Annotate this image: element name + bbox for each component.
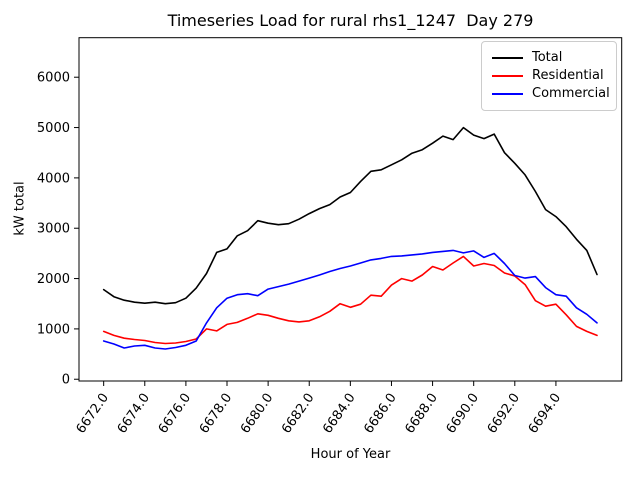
legend-label-total: Total <box>532 50 563 65</box>
x-tick-label: 6678.0 <box>197 391 235 437</box>
x-tick-label: 6688.0 <box>402 391 440 437</box>
legend-label-residential: Residential <box>532 68 604 83</box>
x-tick-label: 6690.0 <box>444 391 482 437</box>
legend-entry-commercial: Commercial <box>492 85 612 103</box>
x-tick-label: 6680.0 <box>238 391 276 437</box>
y-tick-label: 1000 <box>37 322 70 337</box>
legend-entry-residential: Residential <box>492 67 612 85</box>
y-axis-label: kW total <box>12 181 28 236</box>
x-tick-label: 6676.0 <box>156 391 194 437</box>
x-axis-label: Hour of Year <box>310 447 391 462</box>
y-tick-label: 2000 <box>37 272 70 287</box>
x-tick-label: 6692.0 <box>485 391 523 437</box>
y-tick-label: 3000 <box>37 222 70 237</box>
chart-title: Timeseries Load for rural rhs1_1247 Day … <box>167 11 534 30</box>
x-tick-label: 6684.0 <box>320 391 358 437</box>
x-tick-label: 6674.0 <box>115 391 153 437</box>
y-tick-label: 6000 <box>37 71 70 86</box>
legend: Total Residential Commercial <box>481 41 617 111</box>
y-tick-label: 5000 <box>37 121 70 136</box>
commercial-line-swatch <box>492 93 523 95</box>
x-tick-label: 6672.0 <box>74 391 112 437</box>
x-tick-label: 6682.0 <box>279 391 317 437</box>
x-tick-label: 6694.0 <box>526 391 564 437</box>
x-tick-label: 6686.0 <box>361 391 399 437</box>
total-line-swatch <box>492 57 523 59</box>
y-tick-label: 0 <box>62 373 70 388</box>
y-tick-label: 4000 <box>37 171 70 186</box>
legend-entry-total: Total <box>492 49 612 67</box>
series-line-residential <box>102 255 598 345</box>
series-line-total <box>102 126 598 305</box>
legend-label-commercial: Commercial <box>532 86 610 101</box>
residential-line-swatch <box>492 75 523 77</box>
series-line-commercial <box>102 249 598 350</box>
